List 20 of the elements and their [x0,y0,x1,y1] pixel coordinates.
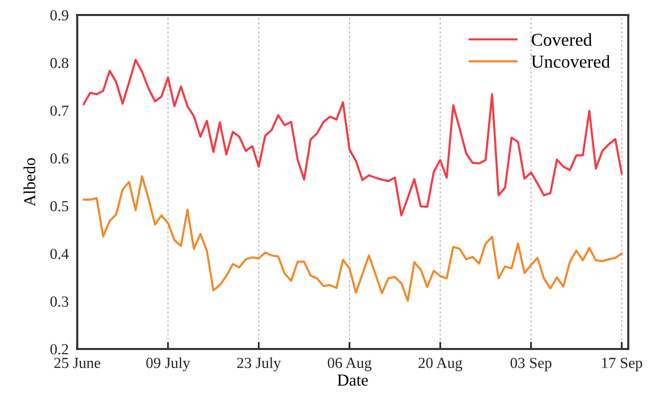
y-tick-label: 0.5 [50,201,68,212]
x-tick-label: 17 Sep [602,358,642,372]
x-tick-label: 09 July [146,357,190,372]
x-tick-label: 03 Sep [510,358,552,372]
x-tick-label: 20 Aug [418,358,462,372]
x-tick-label: 06 Aug [328,358,372,372]
line-series [82,175,623,302]
y-tick-label: 0.9 [50,10,68,21]
legend-label: Uncovered [531,55,610,68]
x-tick-label: 23 July [237,357,281,372]
y-axis-title: Albedo [24,158,36,206]
y-tick-label: 0.4 [50,248,69,260]
legend-label: Covered [532,33,592,46]
y-tick-label: 0.8 [50,58,68,68]
y-tick-label: 0.7 [50,106,68,116]
y-tick-label: 0.3 [50,296,68,307]
y-tick-label: 0.2 [50,344,68,355]
x-axis-title: Date [337,374,368,386]
y-tick-label: 0.6 [50,153,68,164]
x-tick-label: 25 June [54,358,100,368]
